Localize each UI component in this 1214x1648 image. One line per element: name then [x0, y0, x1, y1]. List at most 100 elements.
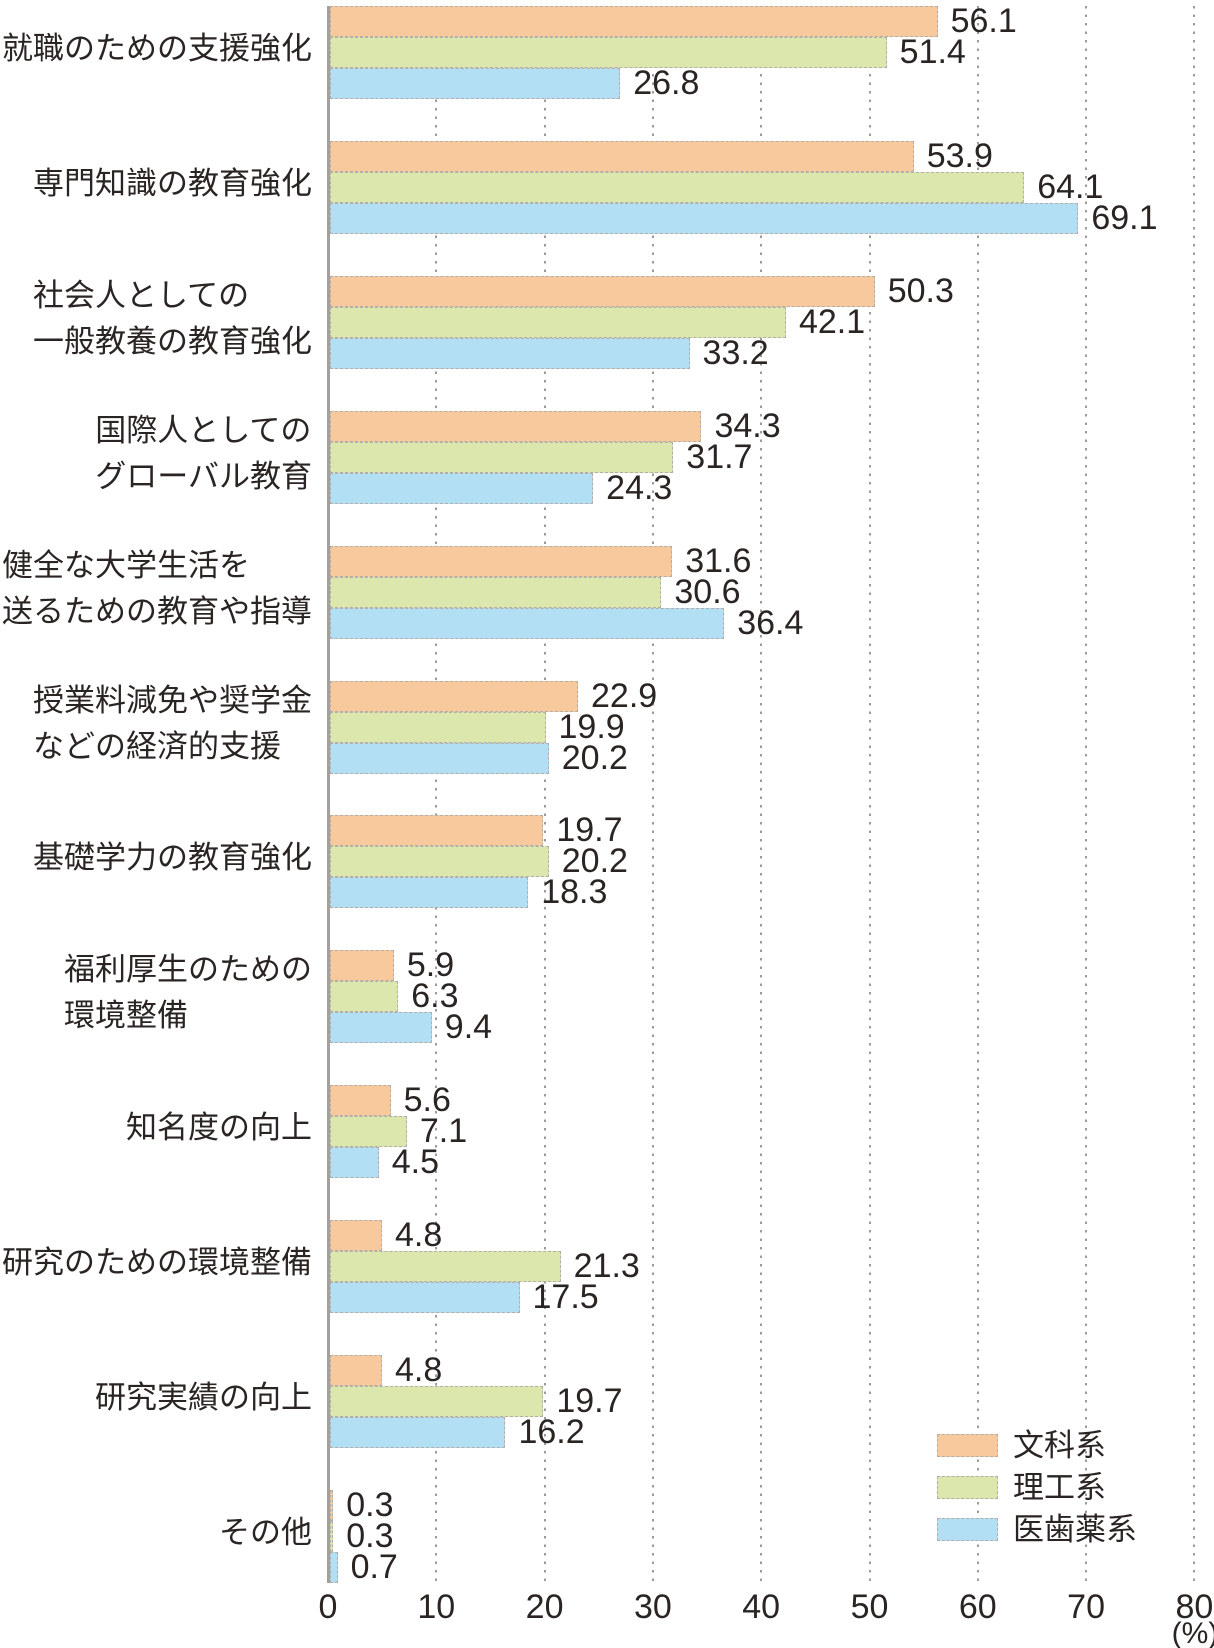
value-label: 9.4 — [444, 1008, 493, 1047]
bar-series-1 — [330, 6, 938, 37]
bar-series-1 — [330, 1355, 382, 1386]
bar-series-2 — [330, 1116, 407, 1148]
bar-series-2 — [330, 846, 549, 878]
gridline-50 — [868, 6, 871, 1583]
x-tick-label-80: 80 — [1175, 1588, 1214, 1626]
bar-series-3 — [330, 1282, 520, 1314]
bar-series-2 — [330, 576, 662, 608]
legend-label: 文科系 — [1013, 1428, 1106, 1463]
value-label: 33.2 — [702, 333, 769, 372]
legend-label: 医歯薬系 — [1013, 1512, 1137, 1547]
bar-series-3 — [330, 472, 594, 504]
bar-series-1 — [330, 140, 914, 172]
bar-series-3 — [330, 202, 1079, 234]
category-label: 専門知識の教育強化 — [33, 165, 312, 201]
category-label: その他 — [219, 1514, 312, 1550]
value-label: 30.6 — [674, 572, 741, 611]
bar-series-3 — [330, 1551, 338, 1583]
value-label: 26.8 — [633, 64, 700, 102]
y-axis-line — [327, 6, 330, 1583]
bar-series-2 — [330, 1520, 334, 1552]
bar-series-2 — [330, 1251, 561, 1283]
bar-series-2 — [330, 37, 887, 68]
value-label: 20.2 — [561, 738, 628, 777]
legend-swatch — [937, 1476, 998, 1499]
x-tick-label-60: 60 — [958, 1588, 997, 1626]
bar-series-3 — [330, 1147, 379, 1179]
bar-series-1 — [330, 1489, 334, 1521]
gridline-80 — [1193, 6, 1196, 1583]
value-label: 18.3 — [541, 873, 608, 912]
bar-series-1 — [330, 410, 702, 442]
value-label: 6.3 — [411, 977, 459, 1016]
value-label: 34.3 — [714, 406, 781, 445]
gridline-70 — [1085, 6, 1088, 1583]
legend-item: 理工系 — [937, 1471, 1106, 1504]
bar-series-3 — [330, 1417, 506, 1448]
bar-series-1 — [330, 950, 394, 982]
legend-item: 医歯薬系 — [937, 1513, 1137, 1546]
category-label: 国際人としての グローバル教育 — [95, 412, 312, 494]
value-label: 42.1 — [798, 302, 866, 341]
bar-series-3 — [330, 607, 725, 639]
legend-swatch — [937, 1434, 998, 1457]
x-tick-label-70: 70 — [1067, 1588, 1105, 1626]
value-label: 24.3 — [606, 468, 673, 507]
gridline-60 — [976, 6, 979, 1583]
value-label: 0.3 — [346, 1516, 394, 1555]
value-label: 19.9 — [558, 707, 625, 746]
value-label: 7.1 — [419, 1112, 468, 1151]
value-label: 0.3 — [346, 1485, 394, 1524]
bar-series-1 — [330, 1220, 382, 1252]
value-label: 0.7 — [350, 1547, 398, 1586]
x-tick-label-40: 40 — [742, 1588, 781, 1626]
value-label: 21.3 — [573, 1247, 640, 1286]
axis-unit-label: (%) — [1171, 1617, 1214, 1648]
x-tick-label-50: 50 — [850, 1588, 889, 1626]
bar-series-3 — [330, 68, 621, 99]
bar-series-1 — [330, 545, 673, 577]
gridline-10 — [435, 6, 438, 1583]
value-label: 16.2 — [518, 1413, 585, 1451]
x-tick-label-0: 0 — [318, 1588, 338, 1626]
value-label: 50.3 — [887, 271, 954, 310]
value-label: 56.1 — [950, 2, 1017, 40]
bar-series-3 — [330, 1012, 432, 1044]
value-label: 69.1 — [1091, 198, 1158, 237]
category-label: 健全な大学生活を 送るための教育や指導 — [2, 547, 312, 629]
category-label: 授業料減免や奨学金 などの経済的支援 — [33, 682, 312, 764]
legend-label: 理工系 — [1013, 1470, 1106, 1505]
value-label: 4.8 — [394, 1216, 443, 1255]
gridline-30 — [651, 6, 654, 1583]
bar-series-1 — [330, 680, 578, 712]
bar-series-1 — [330, 275, 875, 307]
value-label: 19.7 — [556, 811, 623, 850]
category-label: 基礎学力の教育強化 — [33, 840, 312, 876]
value-label: 20.2 — [561, 842, 628, 881]
x-tick-label-20: 20 — [525, 1588, 564, 1626]
bar-series-3 — [330, 877, 529, 909]
value-label: 31.6 — [685, 541, 752, 580]
category-label: 研究実績の向上 — [95, 1380, 312, 1415]
value-label: 5.9 — [406, 946, 455, 985]
value-label: 31.7 — [686, 437, 753, 476]
bar-series-2 — [330, 1386, 544, 1417]
bar-series-2 — [330, 441, 674, 473]
bar-series-2 — [330, 306, 786, 338]
category-label: 福利厚生のための 環境整備 — [64, 952, 312, 1034]
bar-series-3 — [330, 337, 690, 369]
bar-series-2 — [330, 711, 546, 743]
x-tick-label-30: 30 — [633, 1588, 672, 1626]
legend-swatch — [937, 1518, 998, 1541]
value-label: 17.5 — [532, 1278, 599, 1317]
bar-series-2 — [330, 171, 1025, 203]
value-label: 36.4 — [737, 603, 804, 642]
value-label: 53.9 — [926, 136, 993, 175]
gridline-40 — [760, 6, 763, 1583]
category-label: 研究のための環境整備 — [2, 1245, 312, 1281]
value-label: 5.6 — [403, 1081, 451, 1120]
x-tick-label-10: 10 — [417, 1588, 456, 1626]
value-label: 22.9 — [591, 676, 658, 715]
value-label: 4.5 — [391, 1143, 439, 1182]
